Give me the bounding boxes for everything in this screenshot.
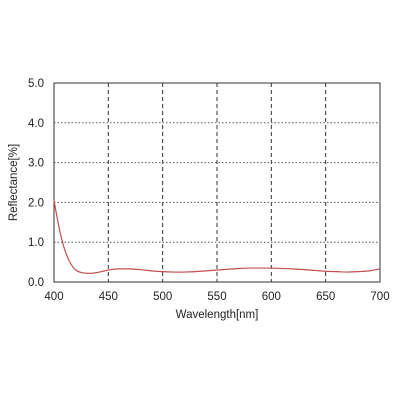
y-tick-label: 2.0 [28,197,44,209]
x-tick-label: 600 [262,291,281,303]
x-tick-label: 450 [99,291,118,303]
tick-label-layer: 400 450 500 550 600 650 700 0.0 1.0 2.0 3.0 4.0 5.0 [28,78,390,303]
series-layer [53,200,381,274]
y-tick-label: 4.0 [28,118,44,130]
reflectance-series-line [53,200,381,274]
y-tick-label: 3.0 [28,158,44,170]
y-tick-label: 0.0 [28,277,44,289]
x-axis-label: Wavelength[nm] [176,309,259,321]
plot-frame [53,82,381,283]
y-tick-label: 1.0 [28,237,44,249]
grid-layer [54,83,380,282]
y-axis-label: Reflectance[%] [8,144,20,221]
x-tick-label: 500 [153,291,172,303]
x-tick-label: 650 [316,291,335,303]
x-tick-label: 400 [44,291,63,303]
x-tick-label: 550 [207,291,226,303]
y-tick-label: 5.0 [28,78,44,90]
x-tick-label: 700 [370,291,389,303]
